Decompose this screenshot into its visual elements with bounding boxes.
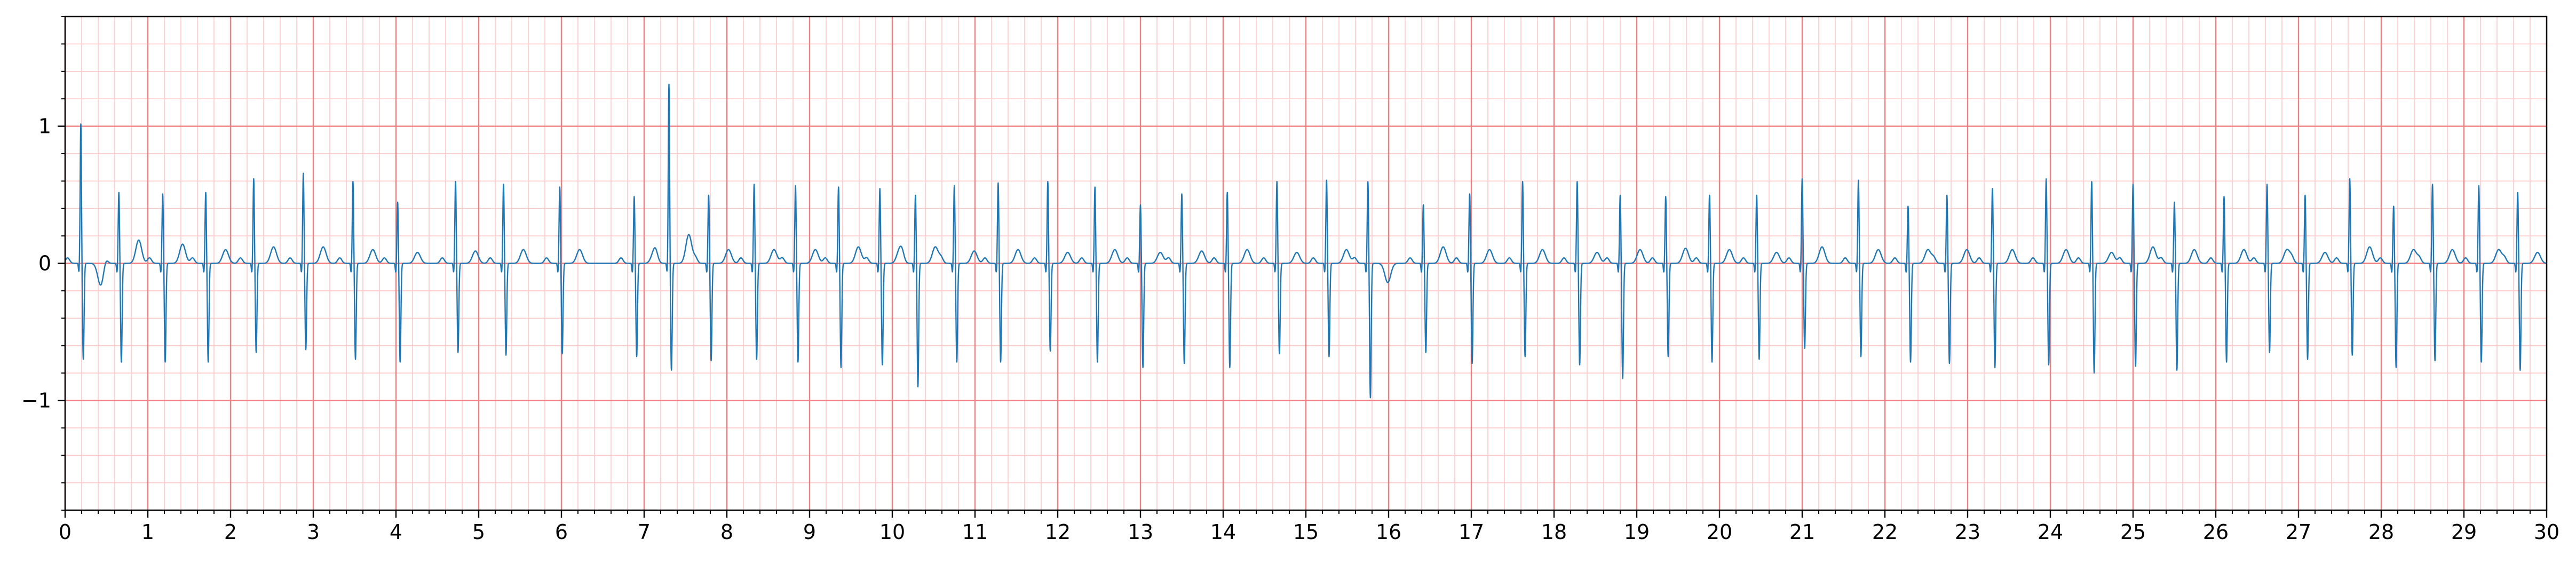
x-tick-label: 27 xyxy=(2286,520,2311,544)
x-tick-label: 21 xyxy=(1789,520,1815,544)
x-tick-label: 7 xyxy=(638,520,651,544)
y-tick-label: 1 xyxy=(38,115,51,138)
x-tick-label: 2 xyxy=(224,520,237,544)
x-tick-label: 0 xyxy=(59,520,72,544)
x-tick-label: 10 xyxy=(879,520,905,544)
x-tick-label: 30 xyxy=(2534,520,2559,544)
x-tick-label: 16 xyxy=(1376,520,1401,544)
x-tick-label: 4 xyxy=(390,520,402,544)
x-tick-label: 22 xyxy=(1872,520,1898,544)
x-tick-label: 25 xyxy=(2120,520,2146,544)
x-tick-label: 6 xyxy=(555,520,568,544)
x-tick-label: 18 xyxy=(1541,520,1567,544)
y-axis-ticks: −1 0 1 xyxy=(21,16,65,511)
x-tick-label: 9 xyxy=(803,520,816,544)
x-tick-label: 15 xyxy=(1293,520,1319,544)
x-tick-label: 11 xyxy=(962,520,988,544)
ecg-trace-line xyxy=(64,83,2547,399)
x-tick-label: 19 xyxy=(1624,520,1650,544)
y-tick-label: −1 xyxy=(21,388,51,412)
x-tick-label: 5 xyxy=(472,520,485,544)
x-tick-label: 20 xyxy=(1707,520,1732,544)
x-tick-label: 26 xyxy=(2203,520,2229,544)
x-tick-label: 13 xyxy=(1128,520,1153,544)
x-tick-label: 28 xyxy=(2368,520,2394,544)
x-tick-label: 8 xyxy=(720,520,733,544)
x-tick-label: 23 xyxy=(1955,520,1980,544)
x-tick-label: 12 xyxy=(1045,520,1071,544)
x-tick-label: 17 xyxy=(1459,520,1484,544)
y-tick-label: 0 xyxy=(38,252,51,275)
x-tick-label: 3 xyxy=(307,520,320,544)
trace-layer xyxy=(64,83,2547,399)
x-tick-label: 29 xyxy=(2451,520,2477,544)
x-tick-label: 1 xyxy=(141,520,154,544)
x-tick-label: 14 xyxy=(1210,520,1236,544)
x-axis-ticks: 0 1 2 3 4 5 6 7 8 9 10 11 12 13 14 15 16 17 18 19 20 21 22 23 24… xyxy=(59,510,2559,544)
x-tick-label: 24 xyxy=(2038,520,2063,544)
